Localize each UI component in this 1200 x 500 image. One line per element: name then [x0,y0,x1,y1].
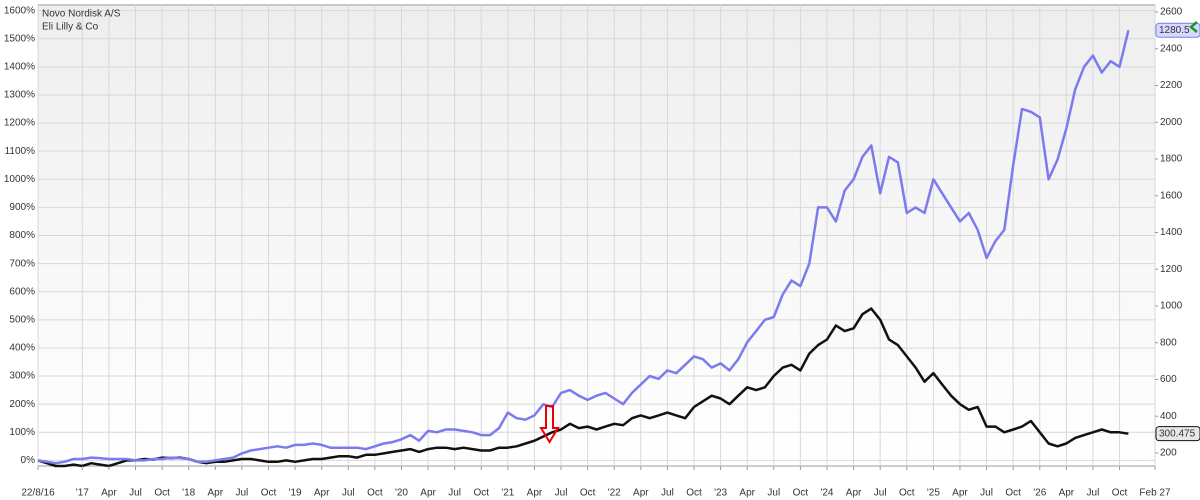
y2-tick-label: 1600 [1160,190,1183,201]
last-value-box [1155,426,1200,442]
y2-tick-label: 200 [1160,448,1177,459]
x-tick-label: Apr [739,488,755,499]
y-tick-label: 1400% [4,61,35,72]
x-tick-label: '19 [289,488,302,499]
x-tick-label: Oct [686,488,702,499]
y2-tick-label: 1800 [1160,154,1183,165]
x-tick-label: Oct [473,488,489,499]
x-tick-label: Jul [1087,488,1100,499]
last-value-box [1155,22,1200,38]
x-tick-label: Feb 27 [1139,488,1171,499]
y-tick-label: 100% [9,427,35,438]
x-tick-label: Apr [208,488,224,499]
x-tick-label: Jul [129,488,142,499]
x-tick-label: Apr [314,488,330,499]
legend-entry: Novo Nordisk A/S [42,9,121,20]
y-tick-label: 700% [9,258,35,269]
x-tick-label: Oct [154,488,170,499]
y2-tick-label: 2200 [1160,80,1183,91]
y2-tick-label: 1400 [1160,227,1183,238]
x-tick-label: Apr [101,488,117,499]
scroll-arrow[interactable] [1189,21,1198,33]
x-tick-label: Oct [367,488,383,499]
x-tick-label: Apr [1059,488,1075,499]
y-tick-label: 200% [9,399,35,410]
x-tick-label: Apr [846,488,862,499]
y-tick-label: 900% [9,202,35,213]
x-tick-label: '24 [820,488,833,499]
y-tick-label: 1000% [4,174,35,185]
x-tick-label: Jul [767,488,780,499]
x-tick-label: Jul [874,488,887,499]
series-line [37,307,1129,468]
y-tick-label: 1300% [4,90,35,101]
x-tick-label: '18 [182,488,195,499]
x-tick-label: Oct [793,488,809,499]
x-tick-label: Jul [448,488,461,499]
last-value-label: 300.475 [1159,428,1196,439]
x-tick-label: Jul [661,488,674,499]
y-tick-label: 1600% [4,5,35,16]
series-line [37,30,1130,465]
x-tick-label: Apr [420,488,436,499]
grid [37,5,1156,466]
x-tick-label: Oct [899,488,915,499]
x-tick-label: Oct [261,488,277,499]
y2-tick-label: 2000 [1160,117,1183,128]
y2-tick-label: 2400 [1160,43,1183,54]
legend-entry: Eli Lilly & Co [42,22,99,33]
y2-tick-label: 800 [1160,337,1177,348]
x-tick-label: Oct [1112,488,1128,499]
x-tick-label: '21 [501,488,514,499]
x-tick-label: '23 [714,488,727,499]
x-tick-label: Oct [580,488,596,499]
y-tick-label: 1200% [4,118,35,129]
x-tick-label: Apr [527,488,543,499]
y-tick-label: 400% [9,343,35,354]
y2-tick-label: 600 [1160,374,1177,385]
y-tick-label: 1100% [5,146,36,157]
x-tick-label: Apr [633,488,649,499]
annotation-arrow [539,405,560,444]
x-tick-label: '22 [608,488,621,499]
x-tick-label: Jul [342,488,355,499]
y-tick-label: 1500% [4,33,35,44]
x-tick-label: Apr [952,488,968,499]
x-tick-label: 22/8/16 [21,488,55,499]
y2-tick-label: 1000 [1160,301,1183,312]
labels: 0% 100% 200% 300% 400% 500% 600% 700% 800% 900% 10… [4,5,1200,499]
y-tick-label: 800% [9,230,35,241]
x-tick-label: Jul [980,488,993,499]
y2-tick-label: 400 [1160,411,1177,422]
x-tick-label: '25 [927,488,940,499]
x-tick-label: Oct [1005,488,1021,499]
y-tick-label: 300% [9,371,35,382]
x-tick-label: Jul [235,488,248,499]
last-value-label: 1280.5 [1159,25,1190,36]
x-tick-label: '17 [76,488,89,499]
x-tick-label: '26 [1033,488,1046,499]
y2-tick-label: 1200 [1160,264,1183,275]
y2-tick-label: 2600 [1160,7,1183,18]
x-tick-label: '20 [395,488,408,499]
y-tick-label: 500% [9,314,35,325]
x-tick-label: Jul [555,488,568,499]
y-tick-label: 0% [21,455,36,466]
lines [37,30,1130,468]
y-tick-label: 600% [9,286,35,297]
